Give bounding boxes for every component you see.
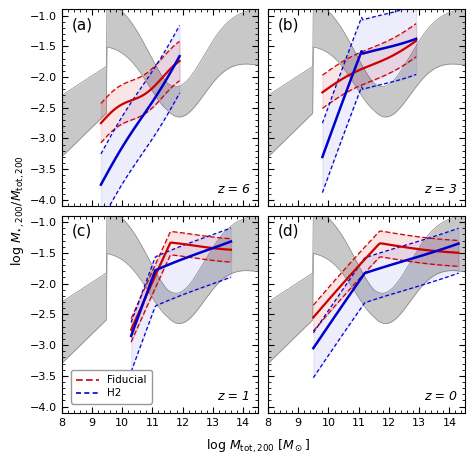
Text: (d): (d) — [278, 224, 299, 239]
Text: (a): (a) — [72, 17, 92, 32]
Text: (c): (c) — [72, 224, 91, 239]
Text: log $M_{\star,200}/M_{\rm tot,200}$: log $M_{\star,200}/M_{\rm tot,200}$ — [9, 156, 27, 266]
Text: z = 0: z = 0 — [424, 390, 456, 403]
Text: (b): (b) — [278, 17, 299, 32]
Text: z = 6: z = 6 — [217, 183, 250, 197]
Text: log $M_{\rm tot,200}$ [$M_\odot$]: log $M_{\rm tot,200}$ [$M_\odot$] — [206, 438, 310, 455]
Legend: Fiducial, H2: Fiducial, H2 — [71, 370, 152, 404]
Text: z = 1: z = 1 — [217, 390, 250, 403]
Text: z = 3: z = 3 — [424, 183, 456, 197]
